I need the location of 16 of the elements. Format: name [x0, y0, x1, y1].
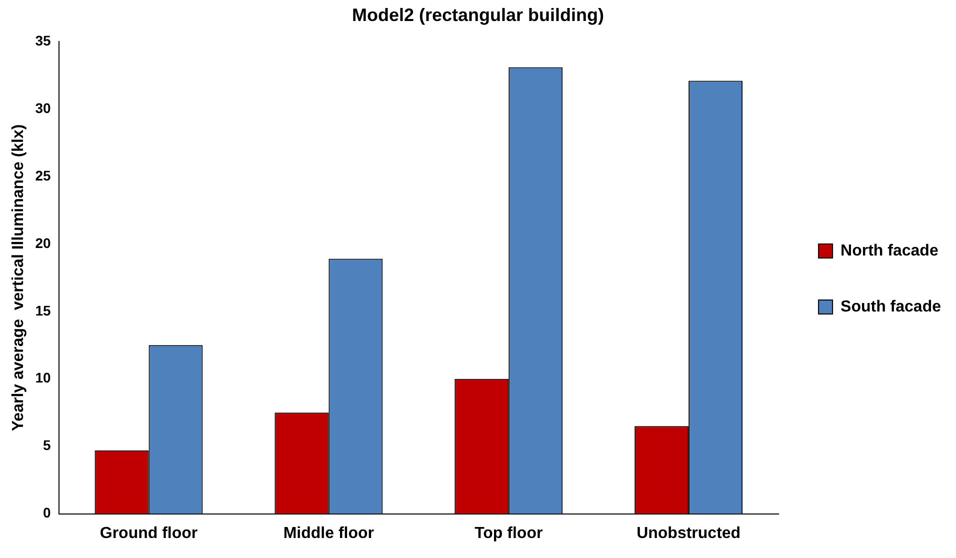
y-tick-label: 20: [35, 234, 51, 251]
y-tick-label: 35: [35, 32, 51, 48]
x-tick-label: Top floor: [474, 524, 543, 542]
legend-label: North facade: [840, 242, 938, 260]
x-tick-label: Ground floor: [100, 524, 198, 542]
x-tick-label: Unobstructed: [636, 524, 741, 542]
y-tick-label: 5: [42, 437, 51, 454]
legend-label: South facade: [840, 298, 942, 316]
y-tick-label: 0: [42, 504, 51, 521]
x-tick-label: Middle floor: [283, 524, 374, 542]
y-tick-label: 10: [35, 370, 51, 386]
y-axis-title: Yearly average vertical Illuminance (klx): [10, 124, 28, 432]
y-tick-label: 15: [35, 302, 51, 318]
chart-title: Model2 (rectangular building): [352, 4, 604, 25]
y-tick-label: 30: [35, 100, 51, 116]
y-tick-label: 25: [35, 167, 51, 184]
